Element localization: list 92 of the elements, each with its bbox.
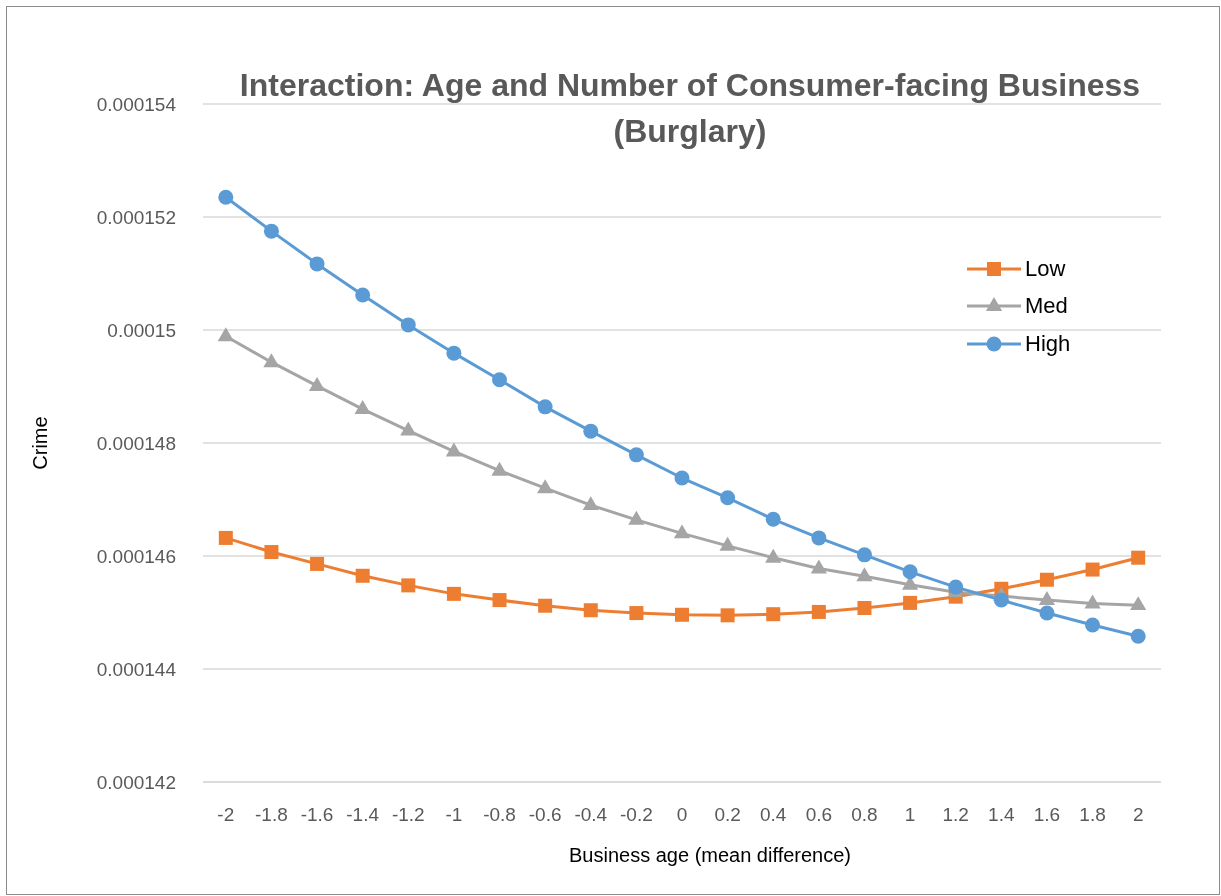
y-tick-label: 0.000146: [96, 545, 176, 567]
point: [720, 608, 735, 623]
legend-label: Med: [1025, 293, 1068, 320]
x-tick-label: -0.2: [620, 804, 653, 826]
point: [1038, 591, 1056, 606]
x-tick-label: 0: [676, 804, 688, 826]
point: [1084, 594, 1101, 609]
x-tick-label: 0.6: [805, 804, 833, 826]
point: [400, 317, 416, 333]
point: [674, 470, 690, 486]
point: [217, 327, 234, 342]
point: [310, 556, 325, 571]
y-axis-title: Crime: [28, 416, 52, 470]
point: [857, 600, 872, 615]
legend-label: High: [1025, 330, 1071, 357]
chart-title: Interaction: Age and Number of Consumer-facing Business (Burglary): [238, 66, 1142, 151]
point: [538, 598, 553, 613]
y-tick-label: 0.000154: [96, 93, 177, 115]
point: [856, 547, 872, 563]
y-tick-label: 0.000148: [96, 432, 176, 454]
point: [583, 423, 599, 439]
point: [537, 479, 554, 494]
point: [1039, 605, 1055, 621]
point: [583, 603, 598, 618]
point: [993, 592, 1009, 608]
point: [401, 578, 416, 593]
point: [810, 559, 827, 574]
x-tick-label: 0.8: [851, 804, 878, 826]
point: [673, 524, 691, 539]
x-tick-label: 0.4: [760, 804, 787, 826]
point: [719, 536, 736, 551]
point: [491, 461, 508, 476]
point: [308, 376, 326, 391]
point: [811, 604, 826, 619]
x-tick-label: 1.2: [942, 804, 969, 826]
point: [355, 568, 370, 583]
point: [445, 442, 462, 457]
x-tick-label: -2: [217, 804, 235, 826]
point: [1131, 550, 1146, 565]
y-tick-label: 0.000152: [96, 206, 176, 228]
point: [1039, 572, 1054, 587]
point: [354, 400, 371, 415]
point: [218, 189, 234, 205]
point: [492, 593, 507, 608]
point: [1130, 596, 1147, 611]
point: [629, 606, 644, 621]
x-tick-label: -0.6: [528, 804, 562, 826]
point: [628, 510, 645, 525]
x-tick-label: -0.4: [574, 804, 608, 826]
x-tick-label: 1.6: [1033, 804, 1061, 826]
y-tick-label: 0.000144: [96, 658, 177, 680]
y-tick-label: 0.000142: [96, 771, 176, 793]
point: [400, 421, 417, 436]
point: [948, 579, 964, 595]
point: [582, 496, 599, 511]
x-tick-label: 1.8: [1079, 804, 1106, 826]
point: [903, 595, 918, 610]
point: [765, 548, 782, 563]
point: [675, 607, 689, 622]
point: [628, 447, 644, 463]
x-tick-label: -1.8: [255, 804, 288, 826]
y-tick-label: 0.00015: [107, 319, 176, 341]
point: [492, 372, 508, 388]
point: [856, 567, 873, 582]
point: [1085, 562, 1100, 577]
x-tick-label: 1.4: [988, 804, 1015, 826]
point: [766, 607, 781, 622]
point: [355, 287, 371, 303]
point: [264, 545, 279, 560]
point: [1085, 617, 1101, 633]
point: [811, 530, 827, 546]
point: [537, 399, 553, 415]
x-tick-label: 2: [1132, 804, 1144, 826]
x-tick-label: -1.6: [300, 804, 334, 826]
point: [1130, 628, 1146, 644]
x-axis-title: Business age (mean difference): [568, 843, 852, 867]
legend-label: Low: [1025, 255, 1066, 282]
point: [309, 256, 325, 272]
x-tick-label: -0.8: [483, 804, 516, 826]
x-tick-label: -1.4: [346, 804, 380, 826]
point: [263, 223, 279, 239]
x-tick-label: -1.2: [391, 804, 425, 826]
point: [902, 564, 918, 580]
point: [263, 353, 280, 368]
x-tick-label: -1: [445, 804, 463, 826]
point: [446, 586, 461, 601]
x-tick-label: 0.2: [714, 804, 741, 826]
point: [218, 530, 233, 545]
point: [446, 345, 462, 361]
point: [765, 511, 781, 527]
point: [720, 490, 736, 506]
x-tick-label: 1: [904, 804, 916, 826]
